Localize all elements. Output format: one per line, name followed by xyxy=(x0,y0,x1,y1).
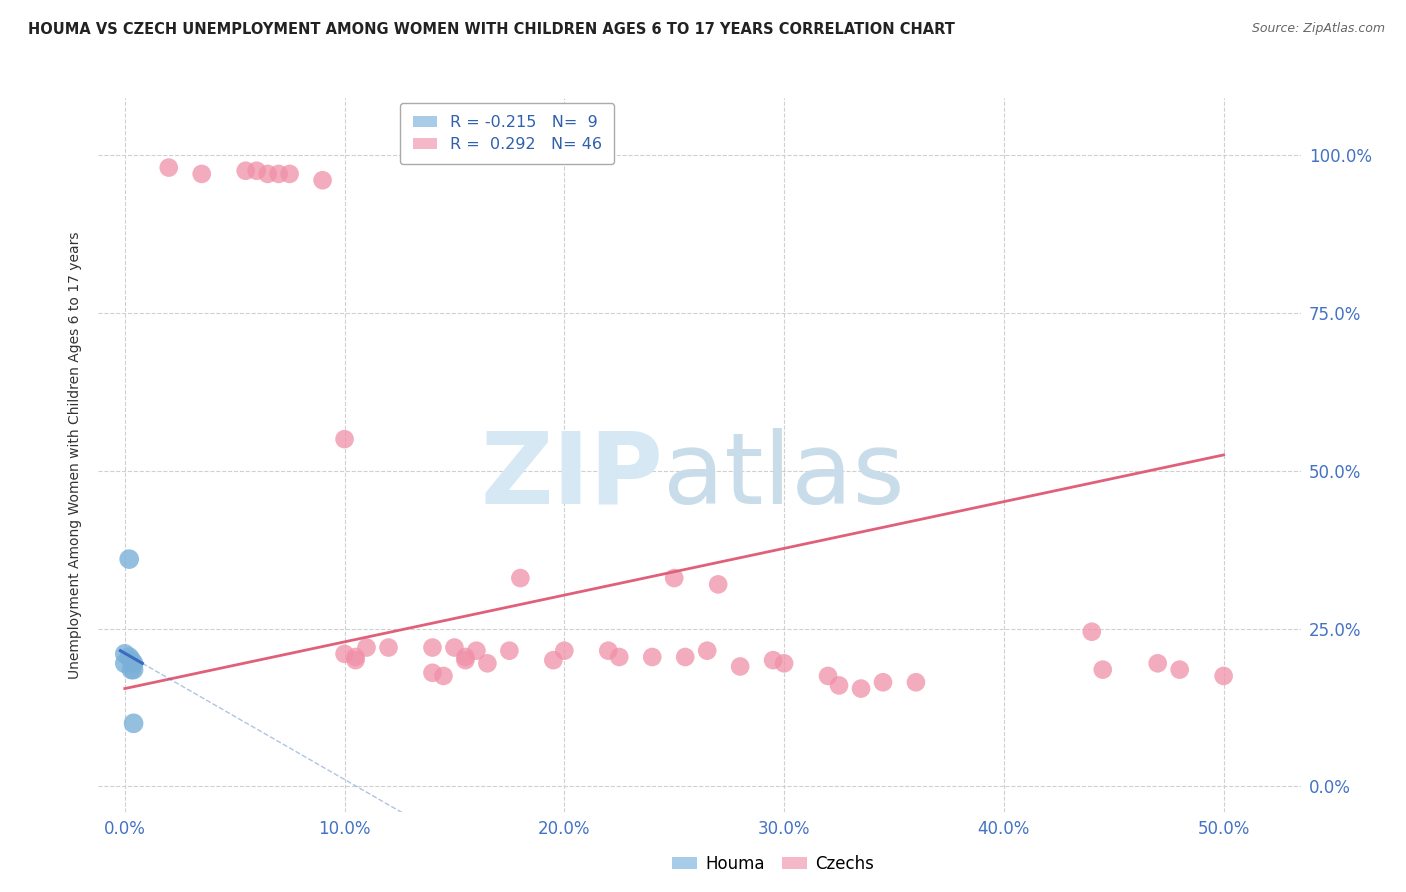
Point xyxy=(553,643,575,657)
Point xyxy=(465,643,488,657)
Point xyxy=(1091,663,1114,677)
Point xyxy=(1081,624,1104,639)
Point xyxy=(356,640,378,655)
Point xyxy=(118,650,141,665)
Point xyxy=(828,678,851,692)
Point xyxy=(267,167,290,181)
Point xyxy=(114,657,136,671)
Point xyxy=(773,657,796,671)
Point xyxy=(1146,657,1168,671)
Point xyxy=(246,163,269,178)
Point xyxy=(235,163,257,178)
Point xyxy=(443,640,465,655)
Point xyxy=(641,650,664,665)
Point xyxy=(762,653,785,667)
Point xyxy=(509,571,531,585)
Point xyxy=(498,643,520,657)
Point xyxy=(311,173,333,187)
Text: Source: ZipAtlas.com: Source: ZipAtlas.com xyxy=(1251,22,1385,36)
Legend: Houma, Czechs: Houma, Czechs xyxy=(666,848,880,880)
Point xyxy=(477,657,499,671)
Point xyxy=(872,675,894,690)
Legend: R = -0.215   N=  9, R =  0.292   N= 46: R = -0.215 N= 9, R = 0.292 N= 46 xyxy=(399,103,614,164)
Point xyxy=(120,653,142,667)
Text: ZIP: ZIP xyxy=(481,428,664,524)
Point xyxy=(1212,669,1234,683)
Point xyxy=(673,650,696,665)
Point xyxy=(157,161,180,175)
Point xyxy=(344,650,367,665)
Point xyxy=(454,653,477,667)
Point xyxy=(1168,663,1191,677)
Point xyxy=(333,432,356,446)
Point xyxy=(543,653,565,667)
Point xyxy=(122,716,145,731)
Point xyxy=(849,681,872,696)
Point xyxy=(256,167,278,181)
Point xyxy=(122,657,145,671)
Point xyxy=(344,653,367,667)
Point xyxy=(607,650,630,665)
Point xyxy=(904,675,927,690)
Point xyxy=(114,647,136,661)
Point xyxy=(278,167,301,181)
Point xyxy=(696,643,718,657)
Text: HOUMA VS CZECH UNEMPLOYMENT AMONG WOMEN WITH CHILDREN AGES 6 TO 17 YEARS CORRELA: HOUMA VS CZECH UNEMPLOYMENT AMONG WOMEN … xyxy=(28,22,955,37)
Point xyxy=(598,643,620,657)
Point xyxy=(190,167,212,181)
Point xyxy=(432,669,454,683)
Point xyxy=(122,663,145,677)
Point xyxy=(707,577,730,591)
Point xyxy=(120,663,142,677)
Text: atlas: atlas xyxy=(664,428,905,524)
Point xyxy=(664,571,686,585)
Point xyxy=(728,659,751,673)
Point xyxy=(422,640,444,655)
Point xyxy=(377,640,399,655)
Y-axis label: Unemployment Among Women with Children Ages 6 to 17 years: Unemployment Among Women with Children A… xyxy=(69,231,83,679)
Point xyxy=(817,669,839,683)
Point xyxy=(422,665,444,680)
Point xyxy=(118,552,141,566)
Point xyxy=(333,647,356,661)
Point xyxy=(454,650,477,665)
